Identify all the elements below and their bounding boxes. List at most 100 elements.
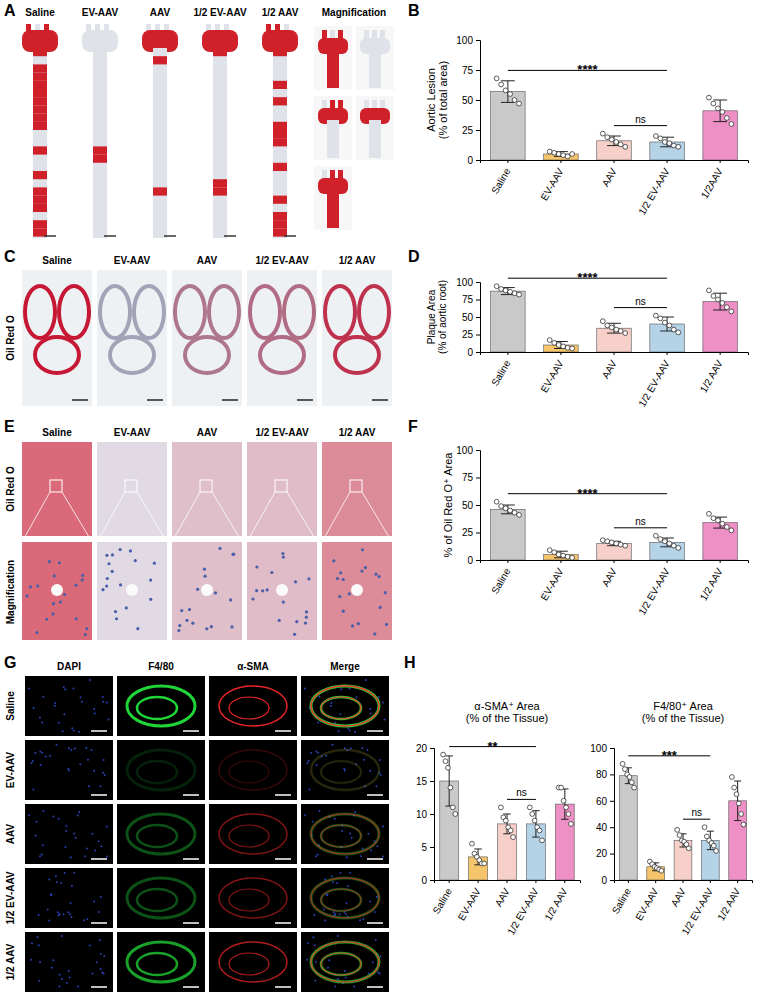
nucleus bbox=[180, 609, 183, 612]
x-axis: SalineEV-AAVAAV1/2 EV-AAV1/2 AAV bbox=[431, 880, 581, 937]
fluorescence-image bbox=[209, 740, 297, 800]
channel-signal bbox=[321, 697, 361, 719]
tick-mark bbox=[720, 352, 721, 355]
tick-mark bbox=[476, 300, 480, 301]
dapi-dot bbox=[338, 730, 340, 732]
data-point bbox=[659, 868, 664, 873]
fluorescence-image bbox=[301, 676, 389, 736]
lesion-patch bbox=[273, 196, 287, 204]
nucleus bbox=[25, 595, 28, 598]
fluorescence-image bbox=[301, 804, 389, 864]
fluorescence-image bbox=[25, 676, 113, 736]
data-point bbox=[632, 785, 637, 790]
data-point bbox=[623, 331, 628, 336]
lesion-patch bbox=[153, 187, 167, 195]
dapi-dot bbox=[324, 920, 326, 922]
channel-signal bbox=[321, 825, 361, 847]
axis-line bbox=[615, 881, 753, 884]
nucleus bbox=[149, 598, 152, 601]
dapi-dot bbox=[68, 970, 70, 972]
dapi-dot bbox=[306, 959, 308, 961]
tick-mark bbox=[720, 160, 721, 163]
data-point bbox=[658, 537, 663, 542]
data-point bbox=[470, 841, 475, 846]
tick-mark bbox=[449, 880, 450, 883]
nucleus bbox=[178, 624, 181, 627]
fluorescence-image bbox=[117, 804, 205, 864]
data-point bbox=[503, 506, 508, 511]
tick-label: AAV bbox=[600, 358, 619, 380]
nucleus bbox=[84, 633, 87, 636]
dapi-dot bbox=[79, 763, 81, 765]
column-header: Saline bbox=[42, 255, 72, 266]
dapi-dot bbox=[38, 980, 40, 982]
central-vein bbox=[51, 584, 63, 596]
dapi-dot bbox=[331, 875, 333, 877]
dapi-dot bbox=[359, 919, 361, 921]
dapi-dot bbox=[42, 844, 44, 846]
aortic-root-image bbox=[322, 270, 392, 406]
dapi-dot bbox=[317, 853, 319, 855]
zoom-line bbox=[172, 492, 200, 542]
aortic-root-image bbox=[22, 270, 92, 406]
tissue-lobe bbox=[250, 286, 280, 338]
magnified-image bbox=[356, 26, 394, 90]
tick-label: AAV bbox=[600, 566, 619, 588]
channel-signal bbox=[229, 953, 269, 975]
fluorescence-image bbox=[301, 932, 389, 992]
liver-tissue bbox=[22, 442, 92, 536]
column-header: EV-AAV bbox=[114, 427, 151, 438]
tick-label: EV-AAV bbox=[538, 566, 565, 602]
tick-mark bbox=[560, 352, 561, 355]
aorta-trunk bbox=[327, 190, 339, 228]
row-label: Saline bbox=[5, 691, 16, 721]
aorta-trunk bbox=[213, 48, 227, 238]
tick: Saline bbox=[610, 880, 634, 916]
tick-label: 15 bbox=[416, 776, 428, 787]
nucleus bbox=[203, 568, 206, 571]
data-point bbox=[570, 152, 575, 157]
dapi-dot bbox=[32, 788, 34, 790]
channel-signal bbox=[311, 814, 379, 854]
panel-letter: G bbox=[4, 654, 16, 671]
dapi-dot bbox=[41, 721, 43, 723]
data-point bbox=[565, 345, 570, 350]
channel-signal bbox=[137, 953, 177, 975]
liver-tissue bbox=[172, 442, 242, 536]
tick: 1/2 EV-AAV bbox=[636, 160, 672, 217]
dapi-dot bbox=[345, 977, 347, 979]
column-header: 1/2 AAV bbox=[339, 427, 376, 438]
nucleus bbox=[149, 579, 152, 582]
plot-area bbox=[491, 499, 738, 560]
tick-label: 25 bbox=[462, 329, 474, 340]
data-point bbox=[658, 316, 663, 321]
data-point bbox=[720, 110, 725, 115]
dapi-dot bbox=[54, 702, 56, 704]
dapi-dot bbox=[376, 845, 378, 847]
panel-letter: C bbox=[4, 248, 16, 265]
image-bg bbox=[322, 270, 392, 406]
nucleus bbox=[307, 577, 310, 580]
image-bg bbox=[356, 26, 394, 90]
data-point bbox=[676, 330, 681, 335]
tick-label: 10 bbox=[416, 809, 428, 820]
data-point bbox=[724, 525, 729, 530]
dapi-dot bbox=[73, 832, 75, 834]
nucleus bbox=[373, 632, 376, 635]
tick-mark bbox=[507, 352, 508, 355]
dapi-dot bbox=[98, 911, 100, 913]
dapi-dot bbox=[353, 986, 355, 988]
data-point bbox=[702, 825, 707, 830]
data-point bbox=[508, 289, 513, 294]
dapi-dot bbox=[63, 686, 65, 688]
label-line: α-SMA⁺ Area bbox=[474, 700, 540, 712]
dapi-dot bbox=[315, 961, 317, 963]
nucleus bbox=[114, 610, 117, 613]
channel-signal bbox=[321, 953, 361, 975]
fluorescence-image bbox=[117, 868, 205, 928]
lesion-patch bbox=[93, 146, 107, 154]
nucleus bbox=[74, 584, 77, 587]
nucleus bbox=[36, 584, 39, 587]
nucleus bbox=[105, 584, 108, 587]
tick: 60 bbox=[596, 796, 614, 807]
